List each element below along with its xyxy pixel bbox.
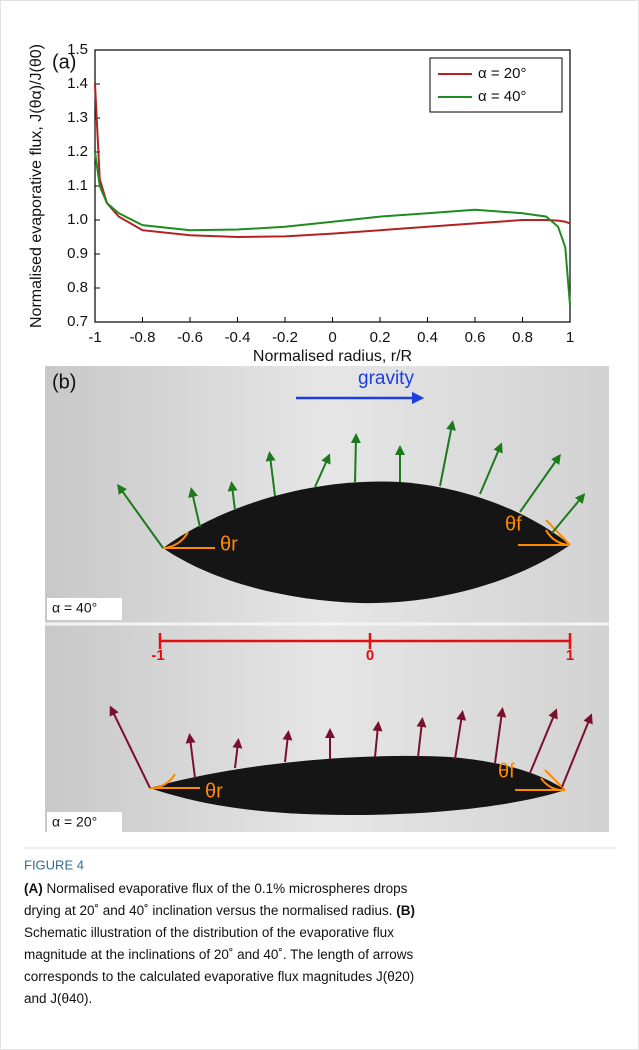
drop — [150, 755, 565, 815]
flux-arrow — [529, 708, 558, 774]
flux-arrow — [282, 730, 293, 763]
caption-line: drying at 20˚ and 40˚ inclination versus… — [24, 903, 415, 918]
caption-text: Schematic illustration of the distributi… — [24, 925, 394, 940]
y-tick-label: 1.3 — [67, 109, 88, 126]
x-tick-label: -0.8 — [130, 329, 156, 346]
y-tick-label: 0.7 — [67, 313, 88, 330]
flux-arrow — [479, 442, 503, 495]
x-tick-label: 0 — [328, 329, 336, 346]
theta-f: θf — [498, 760, 515, 782]
y-axis-label: Normalised evaporative flux, J(θα)/J(θ0) — [28, 44, 45, 328]
y-tick-label: 1.5 — [67, 41, 88, 58]
flux-arrow — [561, 713, 593, 788]
theta-r: θr — [220, 533, 238, 555]
x-tick-label: 0.2 — [370, 329, 391, 346]
alpha-label: α = 20° — [52, 814, 97, 830]
y-tick-label: 1.2 — [67, 143, 88, 160]
legend-label: α = 20° — [478, 65, 526, 82]
theta-f: θf — [505, 513, 522, 535]
x-tick-label: -1 — [88, 329, 101, 346]
flux-arrow — [232, 738, 243, 769]
flux-arrow — [188, 487, 201, 528]
flux-arrow — [350, 433, 361, 483]
flux-arrow — [494, 707, 507, 764]
angle-mark — [149, 769, 566, 792]
x-tick-label: 0.4 — [417, 329, 438, 346]
x-tick-label: -0.6 — [177, 329, 203, 346]
scale-label: 0 — [366, 647, 374, 664]
caption-line: magnitude at the inclinations of 20˚ and… — [24, 947, 413, 962]
gravity-label: gravity — [358, 368, 414, 389]
flux-arrow — [454, 710, 467, 760]
series-line — [94, 151, 571, 306]
flux-arrow — [314, 453, 331, 488]
theta-r: θr — [205, 780, 223, 802]
caption-label: FIGURE 4 — [24, 857, 84, 872]
y-tick-label: 1.1 — [67, 177, 88, 194]
y-tick-label: 1.4 — [67, 75, 88, 92]
flux-arrow — [109, 705, 151, 789]
legend-label: α = 40° — [478, 88, 526, 105]
scale-label: 1 — [566, 647, 574, 664]
x-tick-label: 0.6 — [465, 329, 486, 346]
flux-arrow — [551, 493, 586, 534]
caption-text: and J(θ40). — [24, 991, 92, 1006]
y-tick-label: 1.0 — [67, 211, 88, 228]
caption-line: and J(θ40). — [24, 991, 92, 1006]
panel-label: (b) — [52, 371, 76, 393]
caption-line: corresponds to the calculated evaporativ… — [24, 969, 414, 984]
alpha-label: α = 40° — [52, 600, 97, 616]
flux-arrow — [372, 721, 383, 758]
caption-line: Schematic illustration of the distributi… — [24, 925, 394, 940]
panel-b: (b) gravity θr θf α = 40° -1 0 1 θr θf α… — [45, 366, 609, 834]
x-tick-label: 0.8 — [512, 329, 533, 346]
caption-bold: (B) — [396, 903, 415, 918]
caption-line: (A) Normalised evaporative flux of the 0… — [24, 881, 408, 896]
scale-label: -1 — [151, 647, 164, 664]
flux-arrow — [416, 717, 427, 758]
caption-bold: (A) — [24, 881, 43, 896]
x-tick-label: -0.2 — [272, 329, 298, 346]
y-tick-label: 0.9 — [67, 245, 88, 262]
flux-arrow — [439, 420, 456, 487]
caption-text: drying at 20˚ and 40˚ inclination versus… — [24, 903, 396, 918]
flux-arrow — [265, 451, 276, 497]
alpha-box — [47, 812, 122, 834]
legend-box — [429, 57, 563, 113]
chart: 0.7 0.8 0.9 1.0 1.1 1.2 1.3 1.4 1.5 -1 -0.8 -0.6 -0.… — [28, 41, 574, 365]
caption-text: magnitude at the inclinations of 20˚ and… — [24, 947, 413, 962]
angle-mark — [162, 519, 571, 549]
x-tick-label: 1 — [566, 329, 574, 346]
flux-arrow — [519, 453, 561, 513]
drop — [163, 481, 570, 604]
alpha-box — [47, 598, 122, 620]
caption: (A) Normalised evaporative flux of the 0… — [24, 881, 415, 1006]
y-tick-label: 0.8 — [67, 279, 88, 296]
flux-arrow — [117, 483, 164, 549]
x-axis-label: Normalised radius, r/R — [253, 348, 412, 365]
caption-text: Normalised evaporative flux of the 0.1% … — [43, 881, 408, 896]
flux-arrow — [227, 481, 238, 511]
panel-label: (a) — [52, 51, 76, 73]
x-tick-label: -0.4 — [225, 329, 251, 346]
caption-text: corresponds to the calculated evaporativ… — [24, 969, 414, 984]
flux-arrow — [185, 733, 196, 779]
